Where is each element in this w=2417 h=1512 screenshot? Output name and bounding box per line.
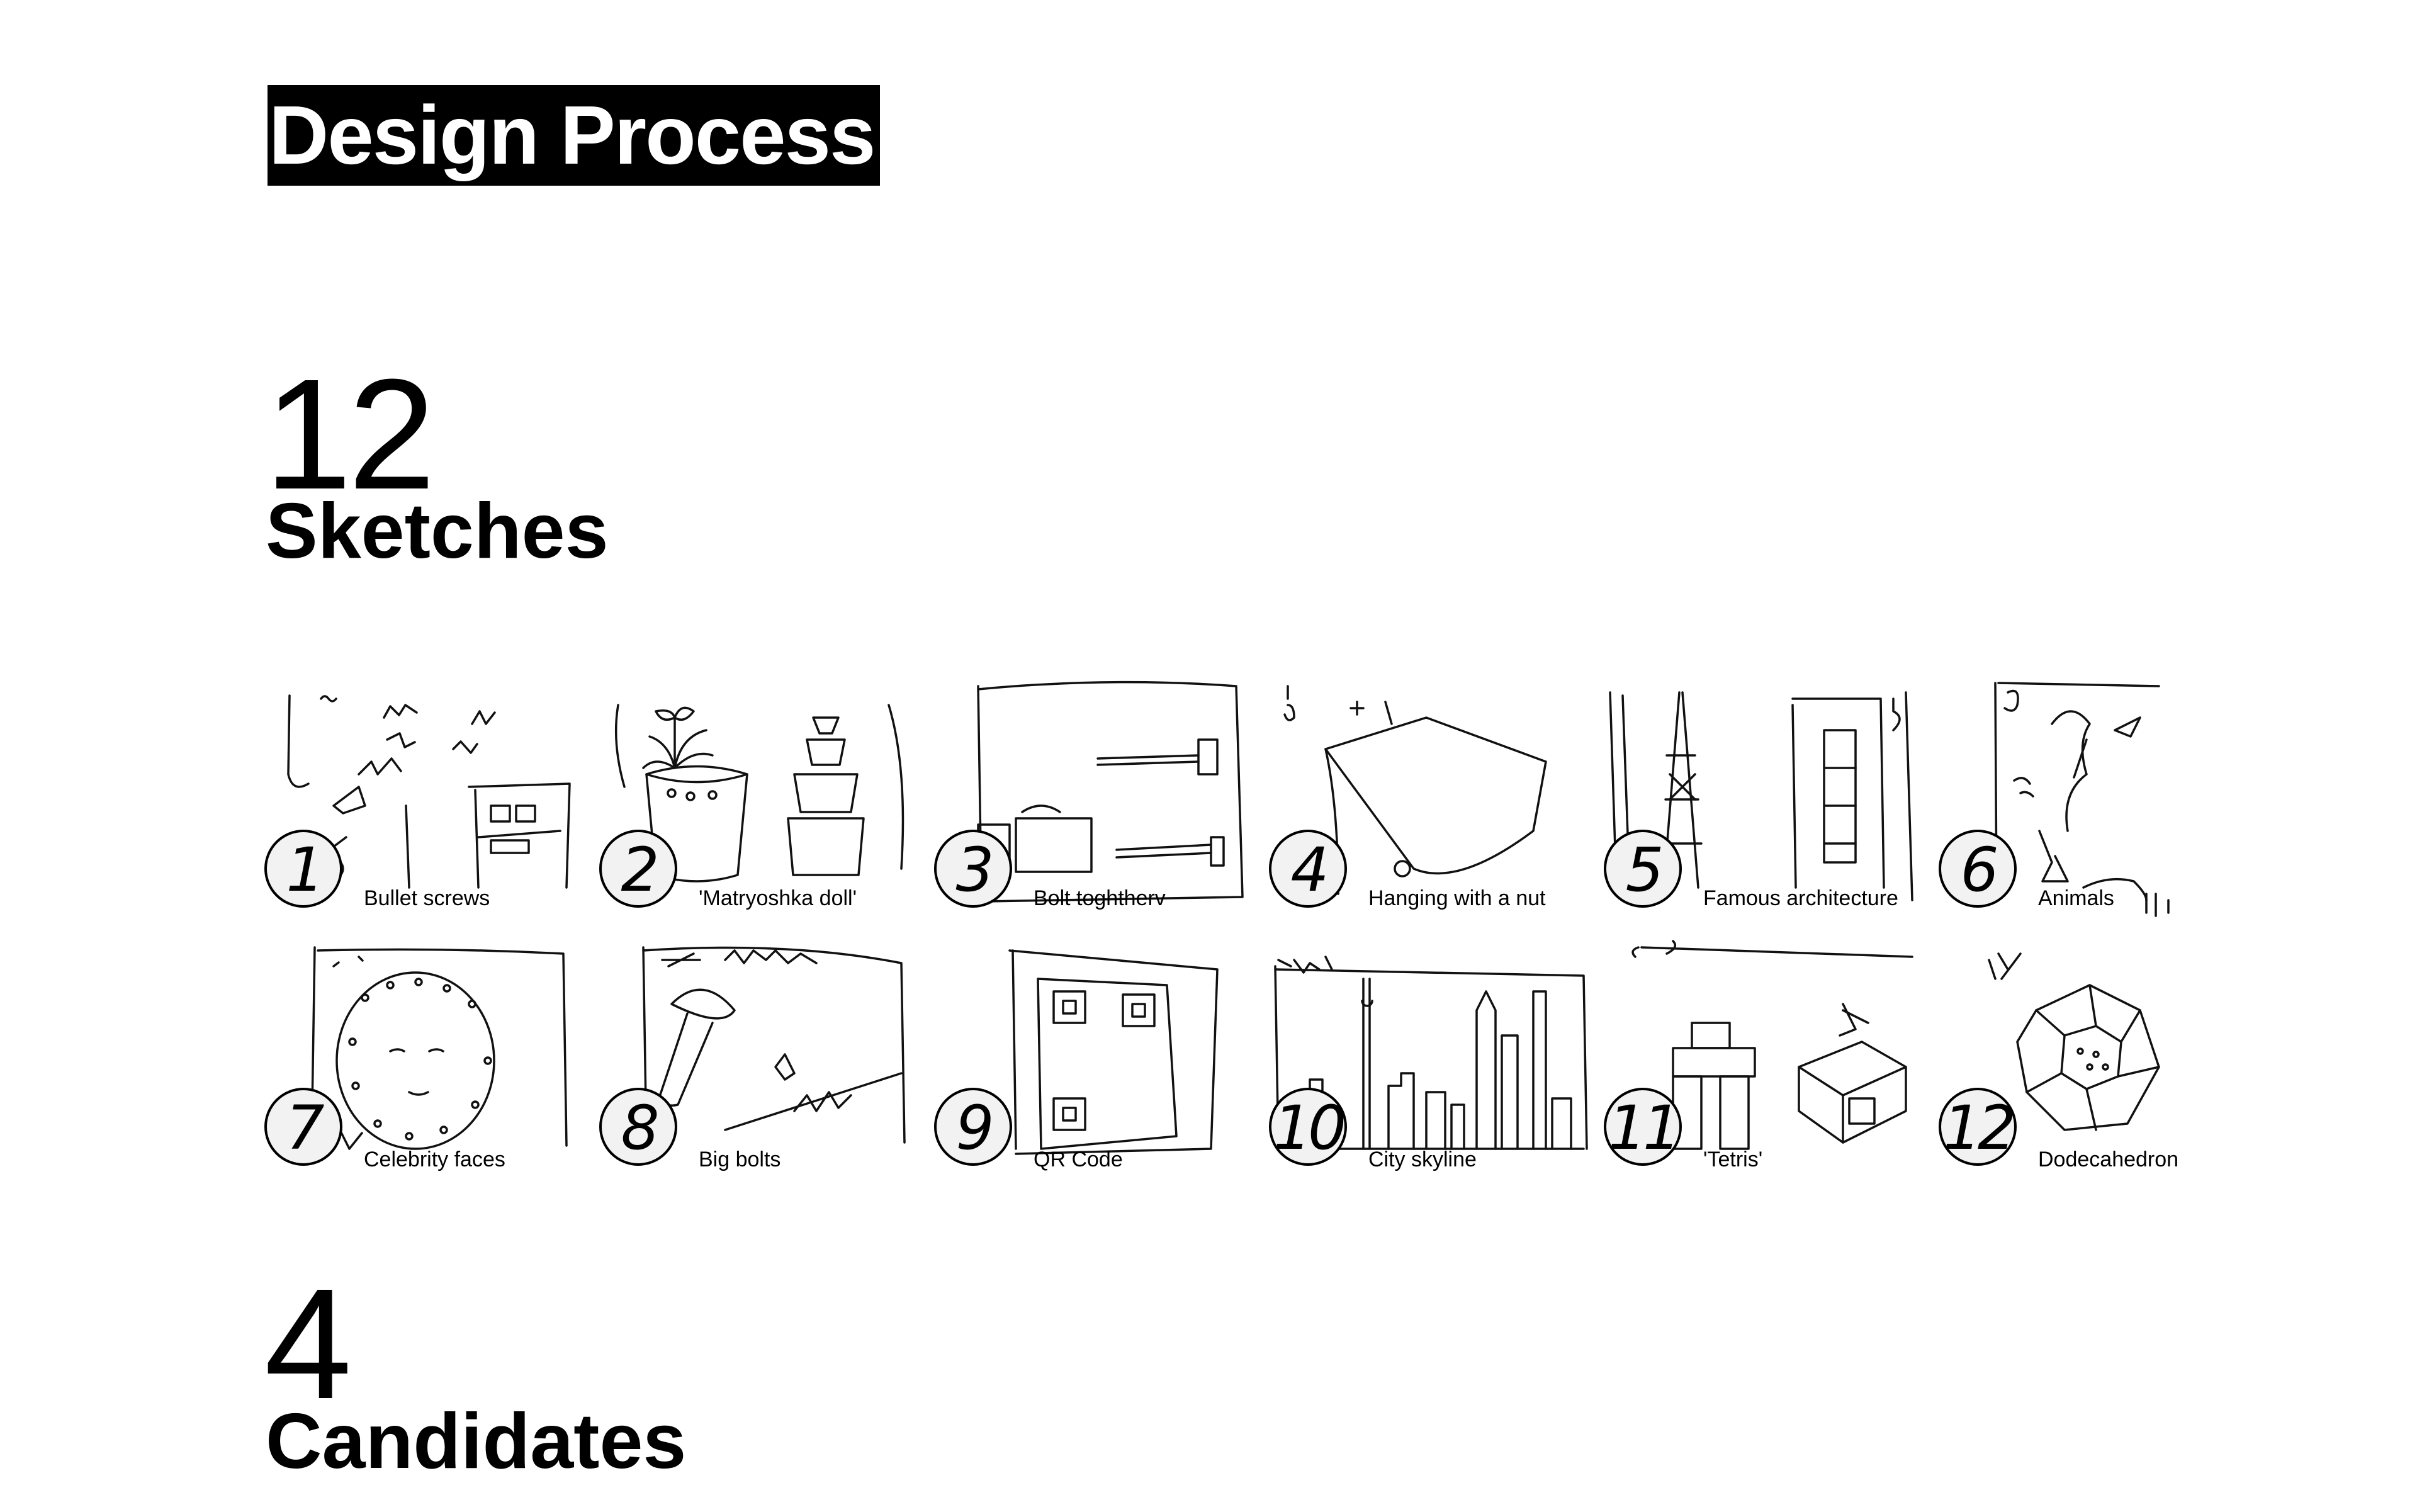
sketch-qr-code-drawing <box>1008 949 1219 1155</box>
sketch-label: 'Matryoshka doll' <box>699 886 857 910</box>
sketch-card: 11 'Tetris' <box>1604 940 1918 1180</box>
sketch-number-badge: 9 <box>934 1088 1012 1166</box>
sketch-label: Bullet screws <box>364 886 490 910</box>
sketch-number-badge: 11 <box>1604 1088 1682 1166</box>
sketch-label: QR Code <box>1034 1148 1123 1171</box>
sketch-number: 6 <box>1960 835 1998 905</box>
sketch-number: 8 <box>621 1093 659 1163</box>
sketch-number-badge: 6 <box>1939 830 2017 908</box>
candidates-heading: Candidates <box>266 1398 687 1485</box>
sketch-number: 7 <box>286 1093 324 1163</box>
sketch-label: Celebrity faces <box>364 1148 505 1171</box>
sketch-label: City skyline <box>1368 1148 1477 1171</box>
sketch-card: 7 Celebrity faces <box>264 941 579 1180</box>
sketch-dodecahedron-drawing <box>1988 952 2160 1131</box>
sketch-card: 6 Animals <box>1939 680 2253 919</box>
sketch-number: 4 <box>1290 835 1329 905</box>
sketch-number-badge: 10 <box>1269 1088 1347 1166</box>
sketch-label: Big bolts <box>699 1148 781 1171</box>
sketch-number: 12 <box>1942 1093 2016 1163</box>
sketch-number-badge: 5 <box>1604 830 1682 908</box>
sketch-card: 4 Hanging with a nut <box>1269 680 1584 919</box>
sketch-card: 10 City skyline <box>1269 941 1588 1180</box>
sketch-card: 2 'Matryoshka doll' <box>599 680 914 919</box>
sketch-number: 10 <box>1273 1093 1346 1163</box>
sketch-tetris-drawing <box>1631 940 1913 1150</box>
sketch-number: 11 <box>1608 1093 1681 1163</box>
sketch-number: 3 <box>955 835 994 905</box>
sketch-bolt-together-drawing <box>977 680 1244 903</box>
sketch-number: 9 <box>955 1093 994 1163</box>
sketch-number-badge: 3 <box>934 830 1012 908</box>
sketch-label: Hanging with a nut <box>1368 886 1546 910</box>
sketch-card: 1 Bullet screws <box>264 680 579 919</box>
sketch-card: 9 QR Code <box>934 941 1249 1180</box>
sketch-bullet-screws-drawing <box>276 694 571 889</box>
sketch-card: 3 Bolt toghtherv <box>934 680 1249 919</box>
sketch-count: 12 <box>264 346 436 522</box>
sketch-label: Animals <box>2038 886 2114 910</box>
sketch-label: Bolt toghtherv <box>1034 886 1166 910</box>
sketch-number: 5 <box>1625 835 1664 905</box>
sketches-heading: Sketches <box>266 488 609 575</box>
sketch-number: 2 <box>621 835 659 905</box>
sketch-matryoshka-doll-drawing <box>614 704 904 883</box>
sketch-card: 12 Dodecahedron <box>1939 941 2253 1180</box>
candidate-count: 4 <box>264 1256 352 1431</box>
sketch-number-badge: 12 <box>1939 1088 2017 1166</box>
page-title: Design Process <box>268 85 880 186</box>
sketch-number-badge: 4 <box>1269 830 1347 908</box>
sketch-number-badge: 8 <box>599 1088 677 1166</box>
sketch-number-badge: 1 <box>264 830 342 908</box>
sketch-label: Dodecahedron <box>2038 1148 2179 1171</box>
sketch-card: 8 Big bolts <box>599 941 914 1180</box>
sketch-city-skyline-drawing <box>1274 956 1588 1150</box>
sketch-number: 1 <box>286 835 324 905</box>
sketch-card: 5 Famous architecture <box>1604 680 1918 919</box>
sketch-number-badge: 2 <box>599 830 677 908</box>
sketch-label: 'Tetris' <box>1703 1148 1763 1171</box>
sketch-label: Famous architecture <box>1703 886 1898 910</box>
sketch-number-badge: 7 <box>264 1088 342 1166</box>
